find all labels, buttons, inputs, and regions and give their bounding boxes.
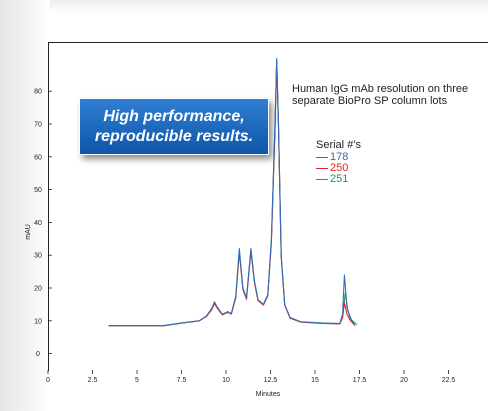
performance-callout: High performance, reproducible results. <box>79 98 269 155</box>
legend-label: 250 <box>330 162 349 174</box>
x-tick-label: 10 <box>222 377 230 384</box>
legend-item-250: 250 <box>316 163 361 174</box>
y-tick-label: 60 <box>34 154 42 161</box>
series-lines <box>108 57 358 327</box>
y-axis-label: mAU <box>25 224 32 240</box>
series-line-178 <box>108 57 355 327</box>
callout-line-2: reproducible results. <box>94 127 254 145</box>
y-tick-label: 10 <box>34 318 42 325</box>
x-tick-label: 0 <box>46 377 50 384</box>
legend-title: Serial #’s <box>316 139 362 151</box>
x-axis-ticks: 0 2.5 5 7.5 10 12.5 15 17.5 20 22.5 <box>46 370 455 384</box>
legend-swatch <box>316 179 328 180</box>
x-tick-label: 15 <box>311 377 319 384</box>
x-tick-label: 22.5 <box>442 377 456 384</box>
legend-swatch <box>316 168 328 169</box>
x-tick-label: 20 <box>400 377 408 384</box>
y-tick-label: 0 <box>36 351 40 358</box>
background-top-band <box>0 0 488 14</box>
x-tick-label: 12.5 <box>264 377 278 384</box>
legend-label: 178 <box>330 151 349 163</box>
x-tick-label: 5 <box>135 377 139 384</box>
y-tick-label: 40 <box>34 220 42 227</box>
y-axis-ticks: 0 10 20 30 40 50 60 70 80 <box>34 89 52 358</box>
y-tick-label: 20 <box>34 286 42 293</box>
x-tick-label: 17.5 <box>353 377 367 384</box>
y-tick-label: 70 <box>34 122 42 129</box>
x-axis-label: Minutes <box>256 391 281 398</box>
chart-annotation: Human IgG mAb resolution on three separa… <box>292 83 469 107</box>
legend-swatch <box>316 157 328 158</box>
legend: Serial #’s 178 250 251 <box>316 140 361 185</box>
legend-label: 251 <box>330 173 349 185</box>
background-left-band <box>0 0 50 411</box>
y-tick-label: 30 <box>34 253 42 260</box>
legend-items: 178 250 251 <box>316 152 361 185</box>
x-tick-label: 2.5 <box>88 377 98 384</box>
y-tick-label: 80 <box>34 89 42 96</box>
y-tick-label: 50 <box>34 187 42 194</box>
legend-item-251: 251 <box>316 174 361 185</box>
callout-line-1: High performance, <box>103 107 245 125</box>
plot-frame <box>48 42 488 371</box>
x-tick-label: 7.5 <box>177 377 187 384</box>
legend-item-178: 178 <box>316 152 361 163</box>
